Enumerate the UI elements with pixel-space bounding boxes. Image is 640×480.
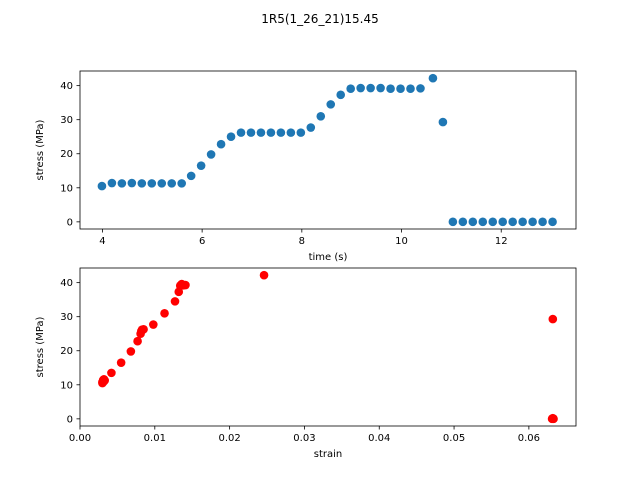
strain-axes-frame <box>79 267 577 427</box>
strain-data-point <box>99 375 109 384</box>
figure-title: 1R5(1_26_21)15.45 <box>261 12 379 26</box>
strain-x-tick-label: 0.02 <box>218 433 240 444</box>
time-data-point <box>186 171 196 181</box>
time-x-tick-label: 4 <box>99 236 105 247</box>
time-axes-frame <box>79 70 577 230</box>
time-data-point <box>448 217 458 227</box>
time-y-tick-label: 20 <box>60 149 73 160</box>
strain-x-tick-label: 0.04 <box>368 433 390 444</box>
time-data-point <box>256 128 266 137</box>
strain-data-point <box>548 413 558 423</box>
time-data-point <box>266 128 276 137</box>
strain-y-axis-label: stress (MPa) <box>35 316 46 377</box>
time-data-point <box>236 128 246 137</box>
time-data-point <box>518 217 527 227</box>
time-data-point <box>406 84 415 94</box>
time-data-point <box>216 139 226 149</box>
time-data-point <box>528 217 537 227</box>
time-data-point <box>376 83 385 93</box>
time-data-point <box>548 217 557 227</box>
time-series-plot: 4 6 8 10 12 0 10 20 30 40 time (s) stress (MPa) <box>35 70 577 263</box>
time-data-point <box>386 84 395 94</box>
strain-y-tick-label: 0 <box>67 414 73 425</box>
time-data-point <box>468 217 478 227</box>
time-data-point <box>296 128 306 137</box>
strain-data-point <box>107 368 116 378</box>
time-data-point <box>428 73 438 83</box>
strain-x-axis-label: strain <box>314 449 343 460</box>
strain-x-tick-label: 0.05 <box>443 433 465 444</box>
time-data-point <box>336 90 346 100</box>
strain-y-tick-label: 40 <box>60 278 73 289</box>
time-y-tick-label: 30 <box>60 115 73 126</box>
strain-data-point <box>133 336 142 346</box>
strain-x-tick-label: 0.00 <box>69 433 91 444</box>
time-data-point <box>478 217 488 227</box>
strain-y-tick-label: 30 <box>60 312 73 323</box>
time-data-point <box>508 217 517 227</box>
time-data-point <box>438 117 448 127</box>
time-data-point <box>416 84 425 93</box>
time-x-tick-label: 8 <box>299 236 305 247</box>
time-data-point <box>276 128 286 137</box>
strain-data-point <box>177 279 187 289</box>
strain-data-point <box>170 297 180 306</box>
strain-data-point <box>160 308 169 318</box>
time-data-point <box>177 179 186 188</box>
time-data-point <box>246 128 256 137</box>
time-data-point <box>196 161 206 170</box>
time-data-point <box>107 178 117 188</box>
time-data-point <box>346 84 355 94</box>
time-data-point <box>396 84 405 94</box>
time-x-tick-label: 12 <box>495 236 508 247</box>
strain-x-tick-label: 0.03 <box>293 433 315 444</box>
strain-x-tick-label: 0.06 <box>518 433 540 444</box>
time-data-point <box>226 132 236 142</box>
time-x-axis-label: time (s) <box>309 252 348 263</box>
time-data-points <box>97 73 557 227</box>
stress-strain-plot: 0.00 0.01 0.02 0.03 0.04 0.05 0.06 0 10 20 30 40 str… <box>35 267 577 460</box>
time-data-point <box>458 217 468 227</box>
strain-data-points <box>98 270 558 424</box>
time-data-point <box>316 111 326 121</box>
time-data-point <box>117 179 127 188</box>
time-data-point <box>306 123 316 132</box>
time-data-point <box>498 217 508 227</box>
strain-x-tick-label: 0.01 <box>144 433 166 444</box>
strain-y-tick-label: 20 <box>60 346 73 357</box>
time-y-tick-label: 10 <box>60 183 73 194</box>
strain-data-point <box>126 347 136 356</box>
time-data-point <box>286 128 296 137</box>
time-data-point <box>167 179 177 188</box>
strain-data-point <box>116 358 126 367</box>
time-data-point <box>147 179 157 188</box>
time-data-point <box>356 83 365 93</box>
time-y-axis-label: stress (MPa) <box>35 119 46 180</box>
strain-data-point <box>548 314 558 324</box>
time-x-tick-label: 10 <box>395 236 408 247</box>
time-data-point <box>206 150 216 159</box>
time-data-point <box>157 179 167 188</box>
strain-data-point <box>137 326 146 336</box>
time-data-point <box>97 181 107 191</box>
strain-data-point <box>149 320 158 329</box>
time-data-point <box>326 100 336 109</box>
time-y-tick-label: 40 <box>60 81 73 92</box>
time-data-point <box>538 217 547 227</box>
time-data-point <box>488 217 498 227</box>
time-y-tick-label: 0 <box>67 217 73 228</box>
time-data-point <box>137 179 147 188</box>
time-data-point <box>127 178 137 188</box>
time-data-point <box>366 83 375 93</box>
strain-y-tick-label: 10 <box>60 380 73 391</box>
time-x-tick-label: 6 <box>199 236 205 247</box>
strain-data-point <box>259 270 269 280</box>
